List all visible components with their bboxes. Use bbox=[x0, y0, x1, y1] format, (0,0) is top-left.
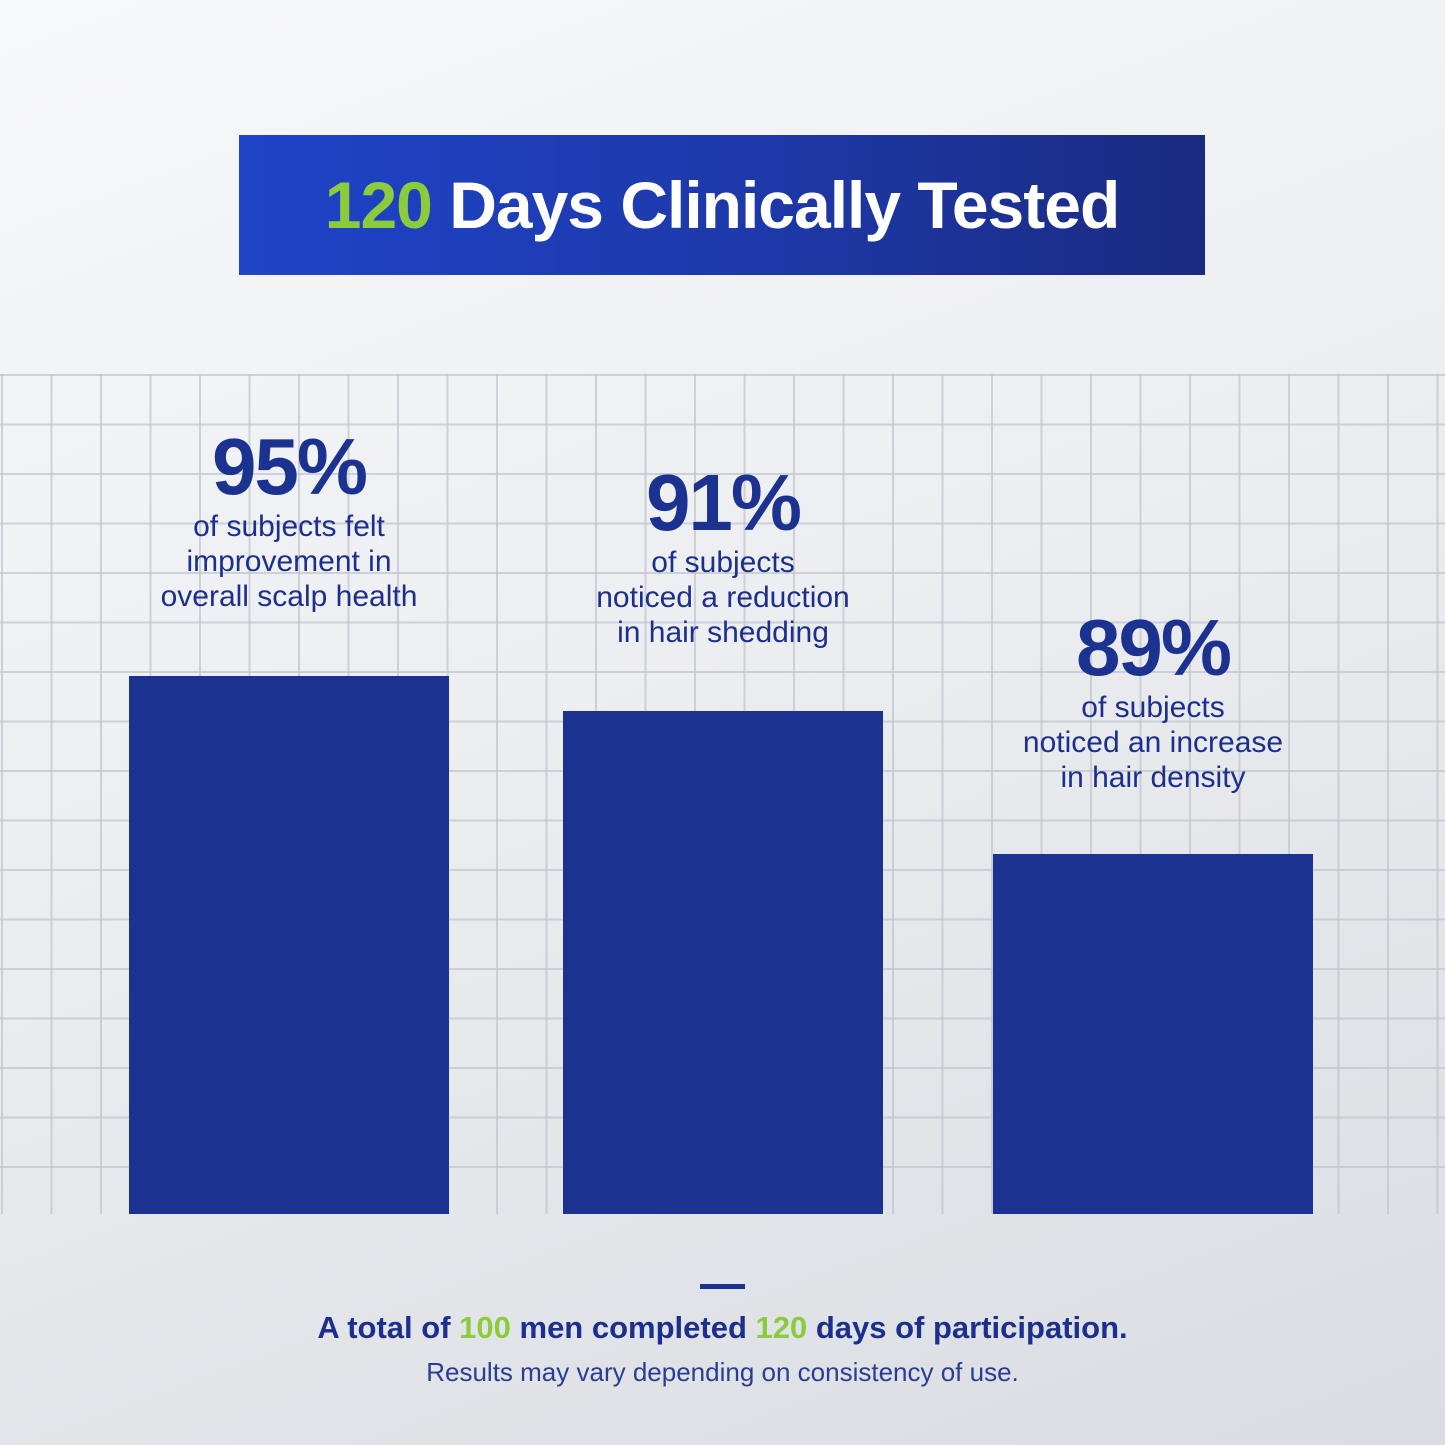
category-label-line: of subjects bbox=[651, 546, 795, 579]
page-title: 120 Days Clinically Tested bbox=[324, 168, 1121, 242]
footer-note: Results may vary depending on consistenc… bbox=[426, 1357, 1019, 1387]
category-label-line: in hair shedding bbox=[617, 616, 829, 649]
bar-2 bbox=[563, 711, 883, 1214]
bar-1 bbox=[129, 676, 449, 1214]
category-label-line: in hair density bbox=[1060, 761, 1246, 794]
category-label-line: noticed an increase bbox=[1022, 726, 1284, 759]
bar-label-2: 91% of subjects noticed a reduction in hair… bbox=[543, 461, 903, 650]
value-label: 95% bbox=[211, 422, 368, 511]
title-banner: 120 Days Clinically Tested bbox=[239, 135, 1205, 275]
value-label: 91% bbox=[645, 458, 802, 547]
category-label-line: noticed a reduction bbox=[596, 581, 850, 614]
value-label: 89% bbox=[1075, 603, 1232, 692]
category-label-line: of subjects felt bbox=[193, 510, 385, 543]
bar-label-1: 95% of subjects felt improvement in overall… bbox=[109, 425, 469, 614]
bar-3 bbox=[993, 854, 1313, 1214]
bar-label-3: 89% of subjects noticed an increase in hair… bbox=[973, 606, 1333, 795]
footer-summary: A total of 100 men completed 120 days of… bbox=[317, 1310, 1128, 1345]
category-label-line: improvement in bbox=[186, 545, 392, 578]
category-label-line: overall scalp health bbox=[160, 580, 418, 613]
divider bbox=[700, 1284, 745, 1289]
category-label-line: of subjects bbox=[1081, 691, 1225, 724]
